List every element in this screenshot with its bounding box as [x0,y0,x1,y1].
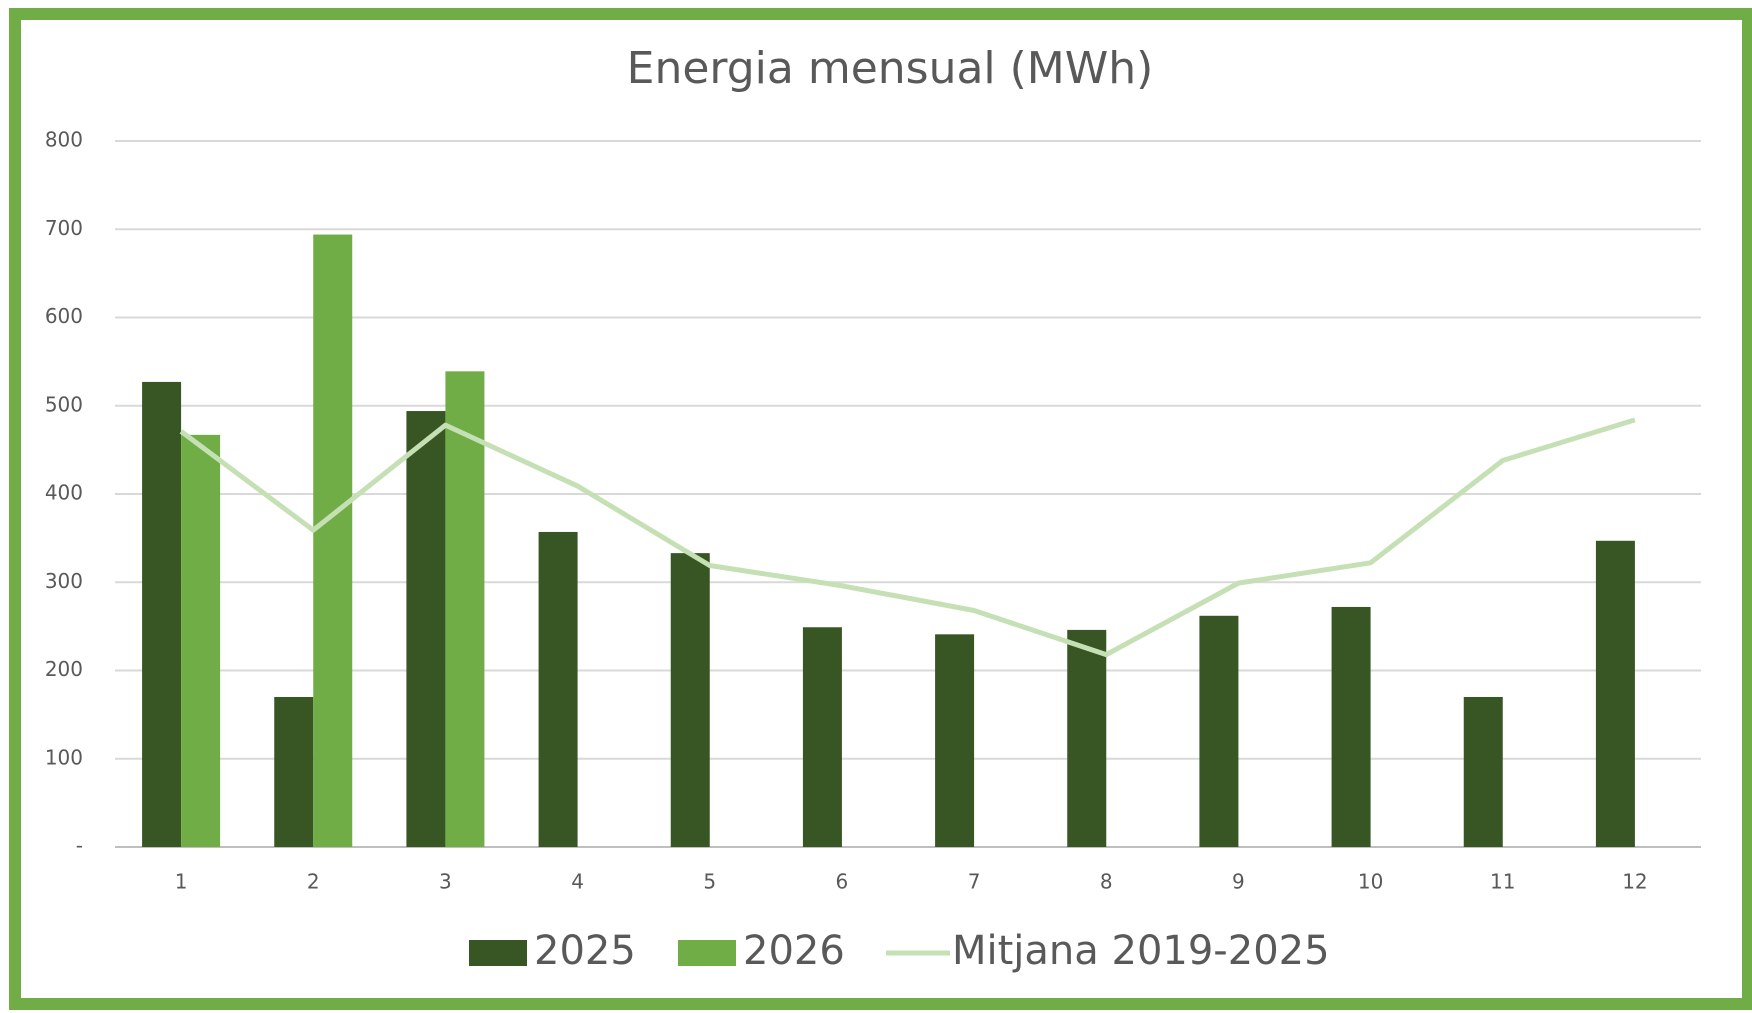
bar [1331,606,1371,847]
x-tick-label: 10 [1358,870,1383,894]
x-tick-label: 9 [1232,870,1245,894]
x-tick-label: 11 [1490,870,1515,894]
y-tick-label: 400 [45,481,83,505]
bar [1463,696,1503,847]
bar [1067,629,1107,847]
chart-title: Energia mensual (MWh) [627,43,1154,94]
bar [181,434,221,847]
x-tick-label: 8 [1100,870,1113,894]
y-tick-label: 700 [45,216,83,240]
y-tick-label: 600 [45,304,83,328]
x-tick-label: 5 [703,870,716,894]
y-tick-label: 800 [45,128,83,152]
bar [670,553,710,847]
bar [538,531,578,847]
bar [1595,540,1635,847]
legend-swatch [678,940,736,966]
bar [142,381,182,847]
line [179,417,1636,658]
x-tick-label: 1 [175,870,188,894]
bar [274,696,314,847]
legend-label: 2025 [534,928,636,974]
y-tick-label: 500 [45,392,83,416]
legend-swatch [469,940,527,966]
x-tick-label: 6 [836,870,849,894]
bar [935,634,975,847]
y-tick-label: 200 [45,657,83,681]
frame [9,8,1752,1010]
legend-label: 2026 [743,928,845,974]
x-tick-label: 2 [307,870,320,894]
x-tick-label: 3 [439,870,452,894]
bar [445,371,485,847]
x-tick-label: 4 [571,870,584,894]
bar [1199,615,1239,847]
legend-label: Mitjana 2019-2025 [952,928,1330,974]
y-tick-label: 300 [45,569,83,593]
y-tick-label: - [76,834,83,858]
bar [313,234,353,848]
y-tick-label: 100 [45,745,83,769]
x-tick-label: 12 [1622,870,1647,894]
x-tick-label: 7 [968,870,981,894]
bar [406,411,446,847]
bar [802,627,842,847]
